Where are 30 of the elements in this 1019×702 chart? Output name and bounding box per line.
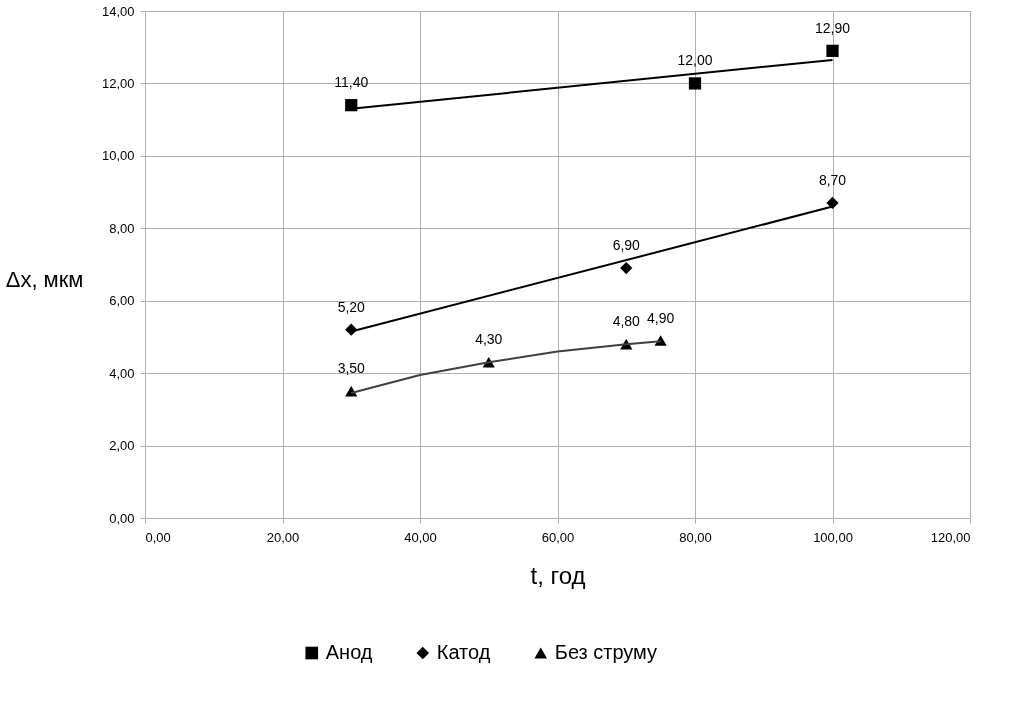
y-tick-label: 14,00 bbox=[101, 3, 135, 19]
x-tick-label: 20,00 bbox=[266, 529, 300, 545]
y-tick-label: 4,00 bbox=[109, 365, 135, 381]
x-tick-label: 40,00 bbox=[404, 529, 437, 545]
x-tick-label: 0,00 bbox=[145, 529, 171, 545]
legend-label: Анод bbox=[325, 641, 373, 663]
y-tick-label: 8,00 bbox=[109, 220, 135, 236]
x-tick-label: 80,00 bbox=[679, 529, 712, 545]
data-label: 6,90 bbox=[612, 237, 641, 254]
y-tick-label: 6,00 bbox=[109, 293, 135, 309]
data-label: 12,90 bbox=[814, 19, 851, 36]
data-label: 12,00 bbox=[677, 52, 713, 69]
legend-label: Катод bbox=[436, 641, 491, 663]
x-tick-label: 60,00 bbox=[541, 529, 575, 545]
x-tick-label: 100,00 bbox=[813, 529, 853, 545]
data-label: 8,70 bbox=[818, 171, 847, 188]
data-label: 3,50 bbox=[337, 360, 366, 377]
data-label: 11,40 bbox=[334, 74, 369, 91]
y-axis-title: Δx, мкм bbox=[5, 267, 84, 293]
y-tick-label: 10,00 bbox=[101, 148, 135, 164]
data-label: 4,90 bbox=[647, 309, 675, 326]
y-tick-label: 0,00 bbox=[109, 510, 135, 526]
y-tick-label: 2,00 bbox=[109, 438, 135, 454]
y-tick-label: 12,00 bbox=[101, 75, 135, 91]
x-tick-label: 120,00 bbox=[930, 529, 971, 545]
data-label: 4,80 bbox=[612, 313, 641, 330]
x-axis-title: t, год bbox=[530, 561, 586, 589]
legend-label: Без струму bbox=[554, 641, 658, 663]
data-label: 4,30 bbox=[475, 331, 503, 348]
data-label: 5,20 bbox=[337, 298, 366, 315]
